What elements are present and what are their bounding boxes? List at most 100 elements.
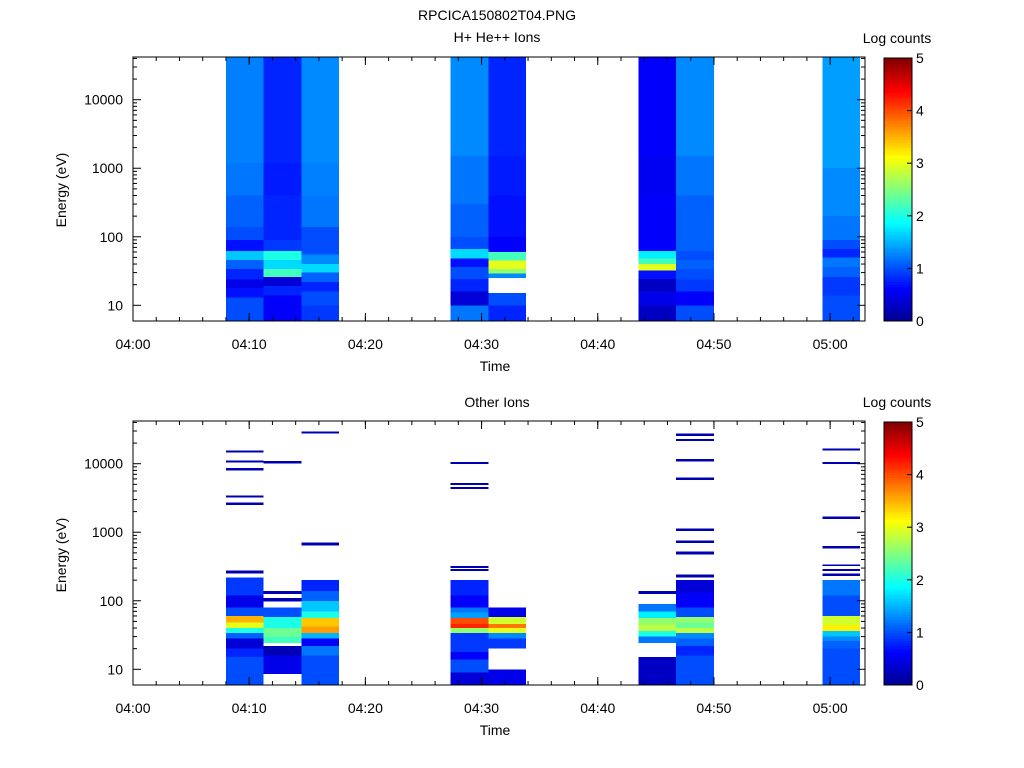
colorbar-swatch	[884, 142, 912, 146]
heatmap-cell	[676, 156, 714, 196]
heatmap-cell	[638, 279, 677, 292]
heatmap-cell	[263, 259, 302, 269]
colorbar-swatch	[884, 92, 912, 96]
x-tick-label: 04:20	[348, 700, 383, 716]
colorbar-swatch	[884, 257, 912, 262]
heatmap-cell	[638, 270, 677, 280]
colorbar-swatch	[884, 448, 912, 452]
colorbar-swatch	[884, 58, 912, 62]
heatmap-cell	[450, 156, 489, 205]
colorbar-tick-label: 0	[916, 677, 924, 693]
heatmap-cell	[488, 251, 527, 261]
colorbar-swatch	[884, 192, 912, 196]
panel-title: H+ He++ Ions	[454, 29, 541, 45]
heatmap-cell	[225, 595, 264, 608]
colorbar-swatch	[884, 535, 912, 539]
colorbar-frame	[883, 421, 913, 686]
heatmap-cell	[488, 305, 527, 321]
heatmap-cell	[450, 580, 489, 596]
heatmap-cell	[225, 195, 264, 227]
heatmap-cell	[225, 259, 264, 269]
heatmap-cell	[450, 659, 489, 673]
heatmap-cell	[301, 645, 340, 656]
colorbar-swatch	[884, 297, 912, 301]
heatmap-cell	[822, 516, 861, 520]
heatmap-cell	[676, 616, 714, 623]
heatmap-cell	[225, 615, 264, 623]
colorbar-swatch	[884, 284, 912, 288]
heatmap-cell	[225, 622, 264, 629]
heatmap-cell	[638, 305, 677, 321]
heatmap-cell	[263, 311, 302, 321]
heatmap-cell	[488, 156, 527, 196]
colorbar-swatch	[884, 113, 912, 117]
heatmap-cell	[450, 623, 489, 629]
heatmap-cell	[450, 305, 489, 321]
colorbar-swatch	[884, 437, 912, 442]
heatmap-cell	[263, 655, 302, 664]
heatmap-cell	[301, 542, 340, 546]
heatmap-cell	[822, 573, 861, 576]
colorbar-swatch	[884, 627, 912, 631]
colorbar-swatch	[884, 102, 912, 106]
colorbar-swatch	[884, 171, 912, 175]
colorbar-label: Log counts	[863, 394, 932, 410]
heatmap-cell	[301, 618, 340, 627]
heatmap-cell	[263, 276, 302, 287]
colorbar-swatch	[884, 479, 912, 484]
heatmap-cell	[638, 251, 677, 259]
heatmap-cell	[676, 268, 714, 280]
heatmap-cell	[676, 195, 714, 237]
heatmap-cell	[822, 595, 861, 608]
y-axis-label: Energy (eV)	[53, 518, 69, 593]
heatmap-cell	[263, 57, 302, 163]
colorbar-swatch	[884, 218, 912, 222]
colorbar-swatch	[884, 450, 912, 455]
heatmap-cell	[676, 551, 714, 555]
colorbar-swatch	[884, 466, 912, 470]
colorbar-swatch	[884, 592, 912, 597]
heatmap-cell	[225, 297, 264, 312]
heatmap-cell	[301, 162, 340, 196]
heatmap-cell	[676, 528, 714, 531]
heatmap-cells	[225, 57, 861, 321]
heatmap-cell	[488, 57, 527, 157]
heatmap-cell	[822, 448, 861, 451]
heatmap-cell	[638, 258, 677, 265]
heatmap-cell	[301, 226, 340, 244]
colorbar-frame	[883, 57, 913, 322]
y-tick-label: 1000	[92, 160, 123, 176]
heatmap-cell	[488, 616, 527, 624]
heatmap-cell	[676, 580, 714, 593]
heatmap-cell	[488, 273, 527, 279]
colorbar-swatch	[884, 97, 912, 101]
colorbar-swatch	[884, 585, 912, 589]
colorbar-swatch	[884, 81, 912, 85]
colorbar-swatch	[884, 579, 912, 584]
colorbar-swatch	[884, 121, 912, 125]
heatmap-cell	[301, 590, 340, 601]
colorbar-swatch	[884, 642, 912, 647]
colorbar-swatch	[884, 445, 912, 449]
colorbar-swatch	[884, 477, 912, 481]
colorbar-swatch	[884, 105, 912, 109]
heatmap-cell	[450, 628, 489, 633]
heatmap-cell	[488, 260, 527, 269]
colorbar-swatch	[884, 440, 912, 444]
x-tick-label: 04:00	[115, 700, 150, 716]
colorbar-swatch	[884, 215, 912, 220]
heatmap-cell	[822, 461, 861, 465]
colorbar-swatch	[884, 315, 912, 319]
colorbar-swatch	[884, 495, 912, 499]
heatmap-cell	[676, 305, 714, 321]
heatmap-cell	[822, 276, 861, 296]
colorbar-swatch	[884, 606, 912, 610]
colorbar-swatch	[884, 273, 912, 277]
y-tick-label: 100	[100, 593, 124, 609]
colorbar-swatch	[884, 228, 912, 233]
colorbar-swatch	[884, 519, 912, 523]
heatmap-cell	[676, 477, 714, 480]
colorbar-swatch	[884, 150, 912, 154]
heatmap-cell	[488, 236, 527, 252]
colorbar-swatch	[884, 200, 912, 204]
